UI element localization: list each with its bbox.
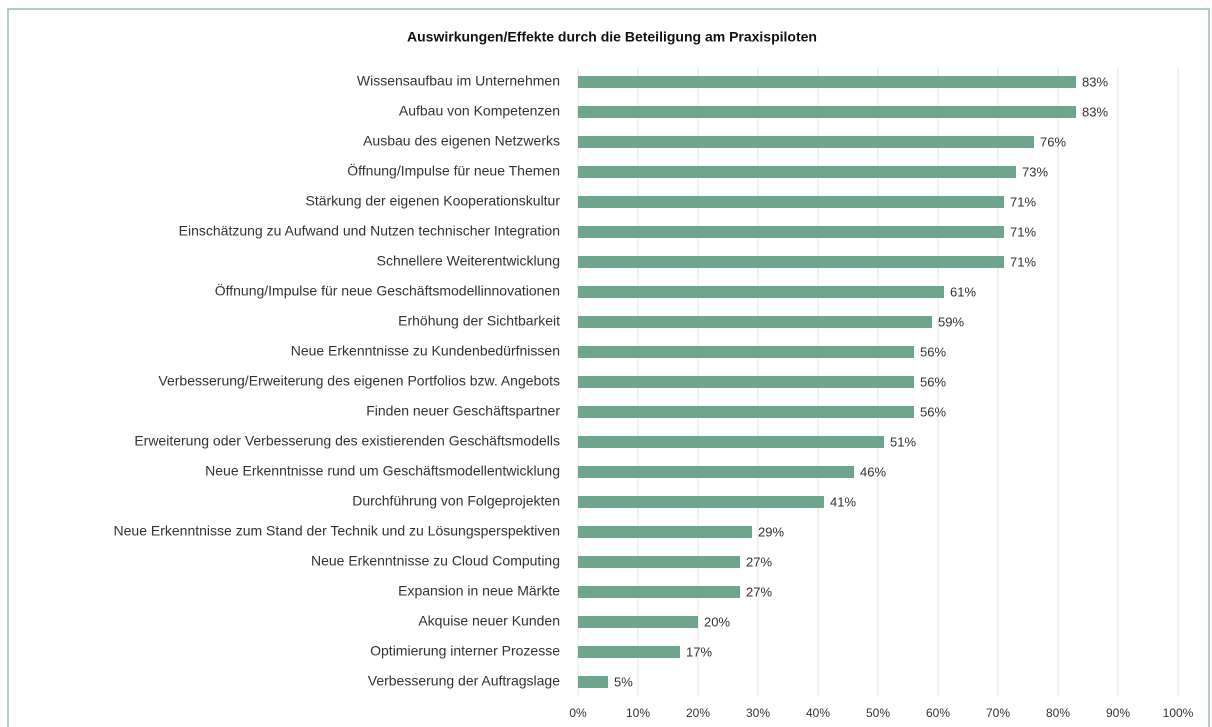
x-tick-label: 10% [626,706,650,720]
y-tick-label: Erweiterung oder Verbesserung des existi… [134,433,560,449]
chart-border [7,8,1210,727]
y-tick-label: Neue Erkenntnisse zum Stand der Technik … [114,523,560,539]
bar [578,346,914,358]
bar [578,316,932,328]
y-tick-label: Finden neuer Geschäftspartner [366,403,560,419]
x-tick-label: 60% [926,706,950,720]
bar [578,106,1076,118]
value-label: 46% [860,464,886,479]
value-label: 56% [920,344,946,359]
bar [578,646,680,658]
y-tick-label: Erhöhung der Sichtbarkeit [398,313,560,329]
bar [578,406,914,418]
y-tick-label: Ausbau des eigenen Netzwerks [363,133,560,149]
x-tick-label: 80% [1046,706,1070,720]
bar [578,76,1076,88]
x-tick-label: 70% [986,706,1010,720]
y-tick-label: Öffnung/Impulse für neue Themen [347,162,560,179]
x-tick-label: 40% [806,706,830,720]
value-label: 29% [758,524,784,539]
value-label: 71% [1010,224,1036,239]
bar [578,166,1016,178]
bar [578,616,698,628]
value-label: 27% [746,554,772,569]
chart-title: Auswirkungen/Effekte durch die Beteiligu… [407,29,817,45]
value-label: 71% [1010,194,1036,209]
x-tick-label: 50% [866,706,890,720]
x-tick-label: 90% [1106,706,1130,720]
bar [578,556,740,568]
y-tick-label: Akquise neuer Kunden [418,613,560,629]
bar [578,376,914,388]
bar [578,466,854,478]
y-tick-label: Stärkung der eigenen Kooperationskultur [305,193,560,209]
y-tick-label: Einschätzung zu Aufwand und Nutzen techn… [179,223,560,239]
y-tick-label: Verbesserung/Erweiterung des eigenen Por… [158,373,560,389]
x-tick-label: 30% [746,706,770,720]
value-label: 83% [1082,74,1108,89]
x-tick-label: 100% [1163,706,1194,720]
bar [578,256,1004,268]
x-tick-label: 0% [569,706,587,720]
bar [578,526,752,538]
value-label: 73% [1022,164,1048,179]
y-tick-label: Schnellere Weiterentwicklung [377,253,560,269]
value-label: 17% [686,644,712,659]
bar [578,586,740,598]
value-label: 83% [1082,104,1108,119]
bar [578,676,608,688]
bar [578,196,1004,208]
y-tick-label: Neue Erkenntnisse zu Cloud Computing [311,553,560,569]
bar [578,136,1034,148]
value-label: 61% [950,284,976,299]
y-tick-label: Neue Erkenntnisse zu Kundenbedürfnissen [291,343,560,359]
value-label: 59% [938,314,964,329]
y-tick-label: Verbesserung der Auftragslage [368,673,560,689]
bar [578,286,944,298]
y-tick-label: Optimierung interner Prozesse [370,643,560,659]
bar [578,226,1004,238]
value-label: 76% [1040,134,1066,149]
y-tick-label: Aufbau von Kompetenzen [399,103,560,119]
value-label: 41% [830,494,856,509]
y-tick-label: Neue Erkenntnisse rund um Geschäftsmodel… [205,463,560,479]
y-tick-label: Öffnung/Impulse für neue Geschäftsmodell… [215,282,560,299]
value-label: 5% [614,674,633,689]
bar [578,496,824,508]
value-label: 27% [746,584,772,599]
x-tick-label: 20% [686,706,710,720]
y-tick-label: Durchführung von Folgeprojekten [352,493,560,509]
value-label: 56% [920,404,946,419]
value-label: 20% [704,614,730,629]
y-tick-label: Wissensaufbau im Unternehmen [357,73,560,89]
bar [578,436,884,448]
value-label: 51% [890,434,916,449]
y-tick-label: Expansion in neue Märkte [398,583,560,599]
value-label: 71% [1010,254,1036,269]
value-label: 56% [920,374,946,389]
